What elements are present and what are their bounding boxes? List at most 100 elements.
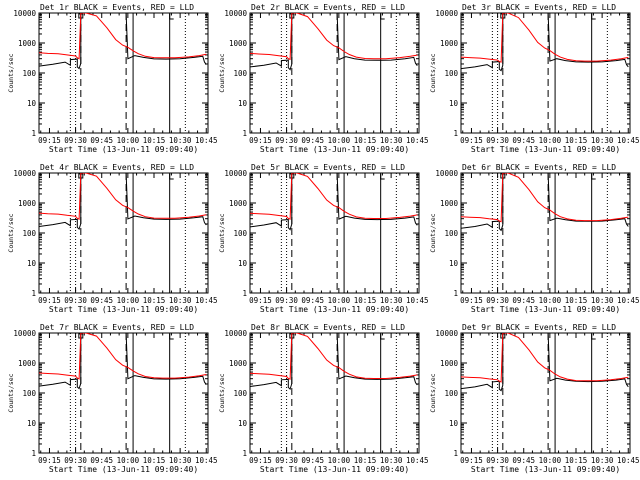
plot-frame (460, 332, 631, 454)
x-axis-label: Start Time (13-Jun-11 09:09:40) (471, 305, 620, 314)
x-tick-label: 09:30 (486, 136, 509, 145)
y-tick-label: 1 (31, 449, 36, 458)
y-tick-label: 1000 (18, 199, 37, 208)
x-tick-label: 09:45 (512, 136, 535, 145)
attenuator-marker (380, 14, 385, 20)
x-tick-label: 09:15 (249, 136, 272, 145)
x-axis-label: Start Time (13-Jun-11 09:09:40) (260, 145, 409, 154)
x-tick-label: 10:15 (565, 296, 588, 305)
events-series-line (461, 333, 629, 392)
events-series-line (250, 13, 418, 71)
events-series-line (461, 173, 629, 232)
series-group (250, 13, 418, 71)
y-tick-label: 10000 (435, 329, 458, 338)
panel-title: Det 4r BLACK = Events, RED = LLD (40, 163, 194, 172)
x-axis-label: Start Time (13-Jun-11 09:09:40) (471, 145, 620, 154)
x-tick-label: 09:15 (460, 136, 483, 145)
attenuator-marker (380, 174, 385, 180)
series-group (39, 173, 207, 231)
detector-panel-4: 1 10 100 1000 10000 09:15 09:30 09:45 10:00 10:15… (7, 163, 218, 314)
x-tick-label: 10:15 (354, 136, 377, 145)
x-tick-label: 09:45 (301, 136, 324, 145)
x-tick-label: 09:30 (64, 136, 87, 145)
lld-series-line (461, 13, 629, 63)
x-tick-label: 10:30 (380, 456, 403, 465)
plot-frame (460, 172, 631, 294)
x-tick-label: 10:45 (406, 296, 429, 305)
x-tick-label: 10:00 (328, 296, 351, 305)
events-series-line (39, 333, 207, 390)
y-tick-label: 10000 (435, 169, 458, 178)
plot-frame (38, 172, 209, 294)
panel-title: Det 8r BLACK = Events, RED = LLD (251, 323, 405, 332)
plot-frame (249, 332, 420, 454)
x-tick-label: 09:15 (460, 456, 483, 465)
x-tick-label: 09:15 (249, 456, 272, 465)
lld-series-line (461, 333, 629, 383)
x-tick-label: 09:45 (90, 296, 113, 305)
x-tick-label: 10:15 (354, 456, 377, 465)
x-tick-label: 10:15 (143, 456, 166, 465)
y-tick-label: 1 (453, 289, 458, 298)
plot-frame (460, 12, 631, 134)
y-tick-label: 1 (242, 289, 247, 298)
y-tick-label: 1000 (440, 359, 459, 368)
lld-series-line (250, 173, 418, 220)
attenuator-marker (169, 174, 174, 180)
y-tick-label: 10000 (13, 329, 36, 338)
y-tick-label: 10000 (224, 9, 247, 18)
detector-panel-1: 1 10 100 1000 10000 09:15 09:30 09:45 10:00 10:15… (7, 3, 218, 154)
y-axis-label: Counts/sec (7, 373, 15, 412)
detector-panel-8: 1 10 100 1000 10000 09:15 09:30 09:45 10:00 10:15… (218, 323, 429, 474)
plot-frame (38, 12, 209, 134)
detector-panel-6: 1 10 100 1000 10000 09:15 09:30 09:45 10:00 10:15… (429, 163, 640, 314)
series-group (461, 333, 629, 392)
y-tick-label: 1 (242, 129, 247, 138)
attenuator-marker (591, 334, 596, 340)
x-axis-label: Start Time (13-Jun-11 09:09:40) (471, 465, 620, 474)
y-tick-label: 1000 (440, 199, 459, 208)
y-axis-label: Counts/sec (218, 213, 226, 252)
y-tick-label: 10000 (13, 9, 36, 18)
x-tick-label: 10:15 (143, 296, 166, 305)
y-tick-label: 1 (31, 289, 36, 298)
x-tick-label: 10:45 (617, 296, 640, 305)
lld-series-line (39, 13, 207, 60)
x-tick-label: 10:45 (195, 456, 218, 465)
x-tick-label: 09:30 (275, 296, 298, 305)
x-axis-label: Start Time (13-Jun-11 09:09:40) (260, 305, 409, 314)
panel-title: Det 2r BLACK = Events, RED = LLD (251, 3, 405, 12)
y-tick-label: 100 (233, 69, 247, 78)
plot-frame (249, 172, 420, 294)
y-tick-label: 10 (27, 99, 37, 108)
panel-title: Det 3r BLACK = Events, RED = LLD (462, 3, 616, 12)
y-tick-label: 10 (238, 419, 248, 428)
x-tick-label: 10:15 (565, 136, 588, 145)
x-axis-label: Start Time (13-Jun-11 09:09:40) (49, 465, 198, 474)
y-tick-label: 10 (27, 259, 37, 268)
y-tick-label: 100 (444, 69, 458, 78)
lld-series-line (461, 173, 629, 223)
panel-title: Det 7r BLACK = Events, RED = LLD (40, 323, 194, 332)
attenuator-marker (169, 14, 174, 20)
y-tick-label: 10 (449, 259, 459, 268)
detector-panel-5: 1 10 100 1000 10000 09:15 09:30 09:45 10:00 10:15… (218, 163, 429, 314)
x-tick-label: 10:15 (354, 296, 377, 305)
attenuator-marker (380, 334, 385, 340)
series-group (461, 173, 629, 232)
x-tick-label: 10:45 (617, 136, 640, 145)
y-tick-label: 10000 (13, 169, 36, 178)
y-tick-label: 100 (233, 229, 247, 238)
y-tick-label: 1000 (18, 39, 37, 48)
panel-title: Det 5r BLACK = Events, RED = LLD (251, 163, 405, 172)
attenuator-marker (169, 334, 174, 340)
panel-title: Det 9r BLACK = Events, RED = LLD (462, 323, 616, 332)
x-axis-label: Start Time (13-Jun-11 09:09:40) (260, 465, 409, 474)
detector-panel-9: 1 10 100 1000 10000 09:15 09:30 09:45 10:00 10:15… (429, 323, 640, 474)
x-tick-label: 09:30 (275, 136, 298, 145)
x-tick-label: 09:30 (64, 456, 87, 465)
series-group (250, 173, 418, 231)
lld-series-line (250, 13, 418, 61)
lld-series-line (250, 333, 418, 380)
